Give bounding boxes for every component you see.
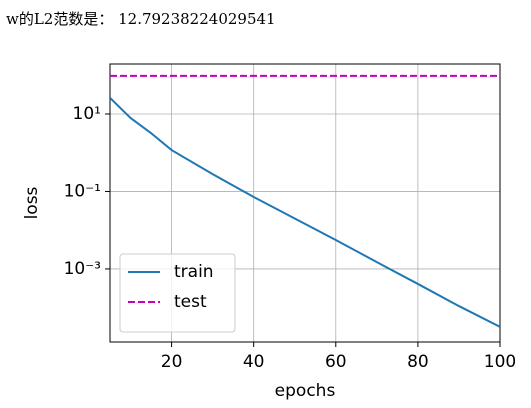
x-tick-label: 60: [325, 352, 347, 372]
output-text: w的L2范数是： 12.79238224029541: [6, 10, 276, 28]
x-tick-label: 40: [243, 352, 265, 372]
y-tick-label: 10¹: [73, 104, 101, 124]
legend-box: [119, 253, 236, 333]
y-tick-label: 10⁻³: [64, 259, 101, 279]
x-tick-label: 20: [161, 352, 183, 372]
series-line: [110, 97, 500, 328]
x-tick-label: 80: [407, 352, 429, 372]
legend-label: train: [174, 262, 214, 282]
x-axis-label: epochs: [275, 381, 336, 401]
x-tick-label: 100: [484, 352, 516, 372]
plot-frame: [109, 63, 501, 343]
y-tick-label: 10⁻¹: [64, 181, 101, 201]
legend-label: test: [174, 292, 207, 312]
y-axis-label: loss: [22, 186, 42, 219]
